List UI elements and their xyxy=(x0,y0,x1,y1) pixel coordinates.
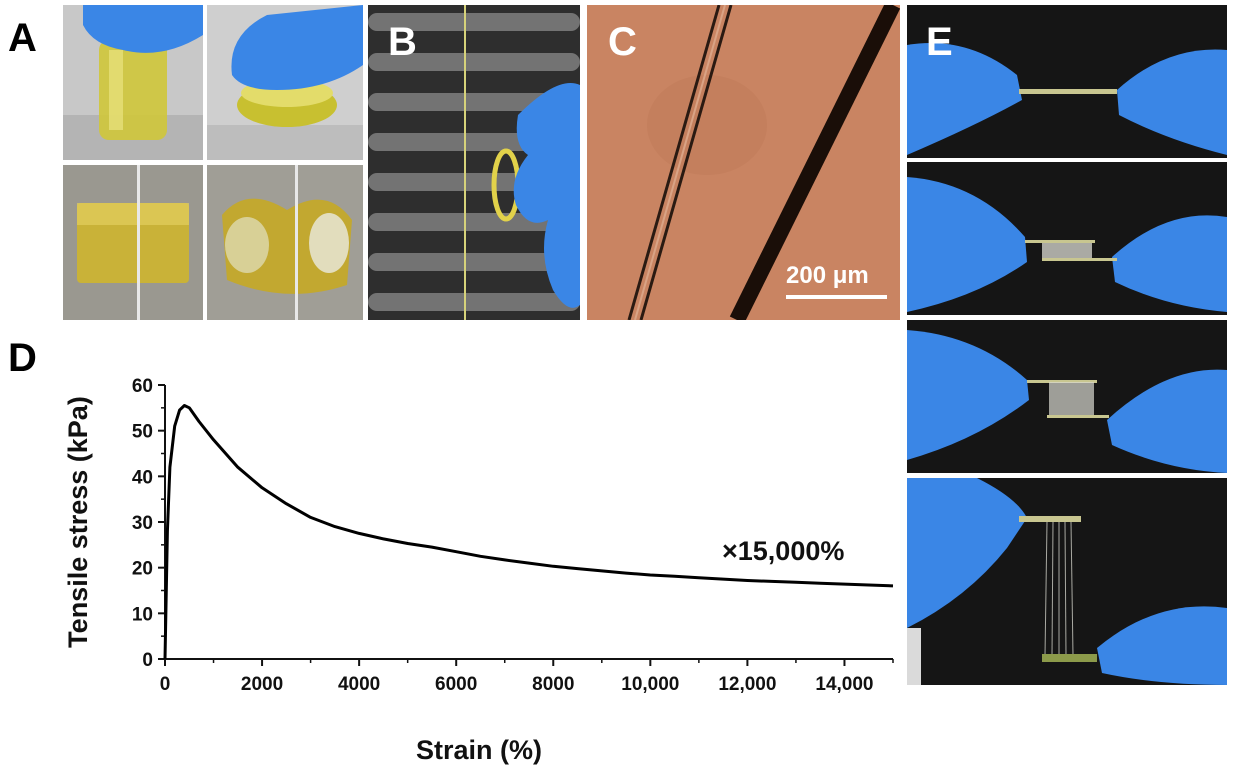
x-tick-label: 14,000 xyxy=(815,674,873,695)
photo-stretch-2 xyxy=(907,162,1227,315)
x-tick-label: 4000 xyxy=(338,674,380,695)
scale-bar xyxy=(786,295,887,299)
panel-label-e: E xyxy=(926,20,953,64)
photo-gel-cut xyxy=(63,165,203,320)
y-tick-label: 20 xyxy=(132,559,153,580)
gel-compressed-image xyxy=(207,5,363,160)
y-tick-label: 40 xyxy=(132,467,153,488)
photo-gel-cylinder-pressed xyxy=(63,5,203,160)
stretch-stage-1-image xyxy=(907,5,1227,158)
panel-label-a: A xyxy=(8,16,37,60)
photo-gel-healed xyxy=(207,165,363,320)
x-axis-title: Strain (%) xyxy=(416,735,542,765)
x-tick-label: 8000 xyxy=(532,674,574,695)
photo-stretch-4 xyxy=(907,478,1227,685)
y-axis-title: Tensile stress (kPa) xyxy=(63,396,93,648)
x-tick-label: 2000 xyxy=(241,674,283,695)
stress-strain-curve xyxy=(163,404,894,660)
panel-label-b: B xyxy=(388,20,417,64)
fiber-ring-image xyxy=(368,5,580,320)
scale-bar-label: 200 μm xyxy=(786,262,869,289)
photo-micrograph xyxy=(587,5,900,320)
y-tick-label: 10 xyxy=(132,604,153,625)
stretch-stage-4-image xyxy=(907,478,1227,685)
x-tick-label: 12,000 xyxy=(718,674,776,695)
photo-gel-compressed xyxy=(207,5,363,160)
gel-healed-image xyxy=(207,165,363,320)
y-axis-ticks: 0 10 20 30 40 50 60 xyxy=(132,376,165,671)
x-tick-label: 6000 xyxy=(435,674,477,695)
gel-cut-image xyxy=(63,165,203,320)
strain-annotation: ×15,000% xyxy=(722,536,844,566)
panel-label-c: C xyxy=(608,20,637,64)
x-tick-label: 10,000 xyxy=(621,674,679,695)
stretch-stage-3-image xyxy=(907,320,1227,473)
y-tick-label: 0 xyxy=(142,650,153,671)
gel-cylinder-image xyxy=(63,5,203,160)
micrograph-image xyxy=(587,5,900,320)
stress-strain-chart: 0 10 20 30 40 50 60 0 2000 4000 6000 8000 10,000 12,… xyxy=(63,376,894,765)
photo-gel-fiber-ring xyxy=(368,5,580,320)
x-axis-ticks: 0 2000 4000 6000 8000 10,000 12,000 14,000 xyxy=(160,659,894,695)
panel-label-d: D xyxy=(8,336,37,380)
stretch-stage-2-image xyxy=(907,162,1227,315)
photo-stretch-3 xyxy=(907,320,1227,473)
y-tick-label: 30 xyxy=(132,513,153,534)
x-tick-label: 0 xyxy=(160,674,171,695)
y-tick-label: 60 xyxy=(132,376,153,397)
y-tick-label: 50 xyxy=(132,422,153,443)
photo-stretch-1 xyxy=(907,5,1227,158)
